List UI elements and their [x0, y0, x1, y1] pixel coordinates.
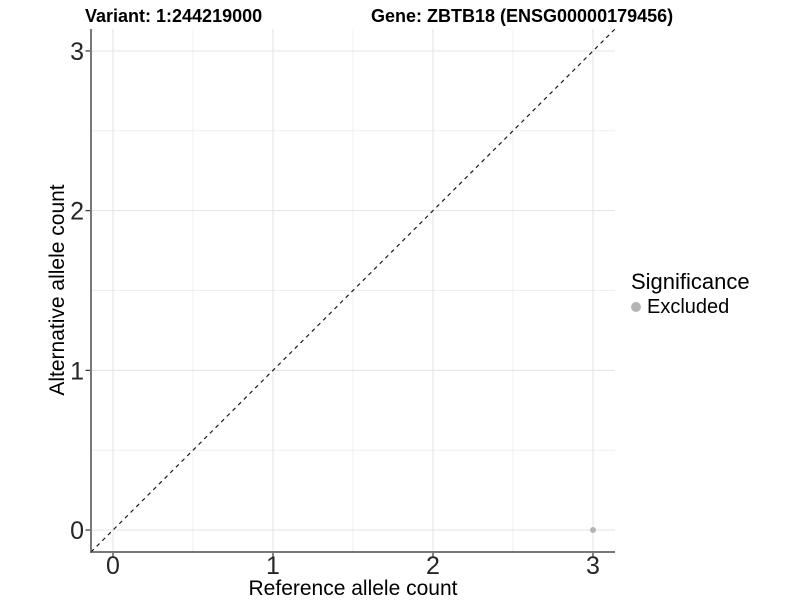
y-tick-label: 3	[70, 38, 84, 66]
x-axis-label: Reference allele count	[248, 577, 458, 600]
gene-title: Gene: ZBTB18 (ENSG00000179456)	[371, 6, 674, 26]
y-tick-label: 2	[70, 198, 84, 226]
legend: Significance Excluded	[631, 269, 750, 319]
identity-line	[90, 28, 616, 553]
y-tick-label: 0	[70, 517, 84, 545]
circle-icon	[631, 302, 641, 312]
data-point	[590, 527, 596, 534]
y-axis-label: Alternative allele count	[46, 184, 69, 396]
x-tick-label: 2	[426, 552, 440, 580]
y-tick-label: 1	[70, 357, 84, 385]
legend-item-excluded: Excluded	[631, 295, 750, 319]
x-tick-label: 1	[266, 552, 280, 580]
legend-item-label: Excluded	[647, 296, 730, 318]
x-tick-label: 0	[106, 552, 120, 580]
x-tick-label: 3	[586, 552, 600, 580]
legend-title: Significance	[631, 269, 750, 294]
variant-title: Variant: 1:244219000	[85, 6, 263, 26]
